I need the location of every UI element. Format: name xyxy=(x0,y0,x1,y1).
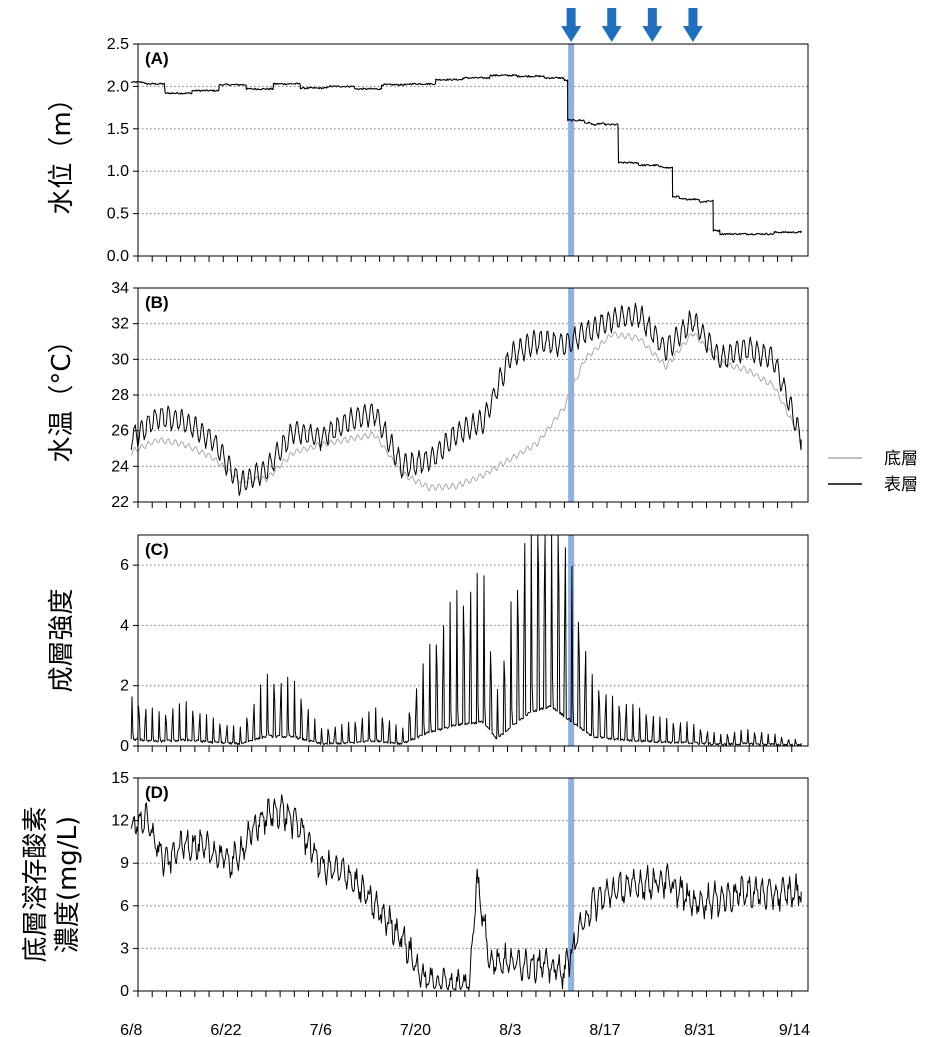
down-arrow-icon xyxy=(682,8,703,42)
x-tick-label: 6/8 xyxy=(120,1022,142,1037)
series-line-C-0 xyxy=(130,534,802,747)
x-tick-label: 7/20 xyxy=(400,1022,431,1037)
plot-frame-C xyxy=(137,534,809,747)
y-tick-label-C: 4 xyxy=(120,617,129,634)
x-tick-label: 8/17 xyxy=(589,1022,620,1037)
down-arrow-icon xyxy=(561,8,582,42)
down-arrow-icon xyxy=(642,8,663,42)
plot-frame-D xyxy=(137,777,809,992)
x-tick-label: 8/31 xyxy=(684,1022,715,1037)
x-tick-label: 9/14 xyxy=(779,1022,810,1037)
panel-label-A: (A) xyxy=(145,49,169,68)
series-line-B-0 xyxy=(130,331,802,492)
panel-label-B: (B) xyxy=(145,293,169,312)
x-tick-label: 8/3 xyxy=(499,1022,521,1037)
y-tick-label-D: 12 xyxy=(111,813,129,830)
y-tick-label-D: 0 xyxy=(120,983,129,1000)
plot-frame-B xyxy=(137,287,809,503)
panel-label-C: (C) xyxy=(145,540,169,559)
y-tick-label-A: 1.5 xyxy=(107,121,129,138)
y-tick-label-B: 28 xyxy=(111,387,129,404)
y-axis-title-A: 水位（m） xyxy=(47,85,77,214)
y-tick-label-B: 26 xyxy=(111,423,129,440)
y-tick-label-D: 6 xyxy=(120,898,129,915)
y-tick-label-C: 2 xyxy=(120,678,129,695)
series-line-D-0 xyxy=(130,794,802,991)
y-tick-label-B: 32 xyxy=(111,316,129,333)
y-axis-title-D: 濃度(mg/L) xyxy=(53,816,83,953)
y-tick-label-D: 15 xyxy=(111,770,129,787)
down-arrow-icon xyxy=(601,8,622,42)
legend-item: 表層 xyxy=(884,475,918,495)
y-tick-label-A: 1.0 xyxy=(107,163,129,180)
legend-item: 底層 xyxy=(884,449,918,469)
x-tick-label: 6/22 xyxy=(210,1022,241,1037)
y-tick-label-B: 24 xyxy=(111,458,129,475)
y-axis-title-C: 成層強度 xyxy=(47,588,77,692)
series-line-B-1 xyxy=(130,302,802,496)
y-tick-label-C: 6 xyxy=(120,557,129,574)
y-tick-label-B: 34 xyxy=(111,280,129,297)
y-tick-label-D: 9 xyxy=(120,855,129,872)
y-tick-label-A: 2.0 xyxy=(107,78,129,95)
y-axis-title-B: 水温（°C） xyxy=(47,327,77,462)
x-tick-label: 7/6 xyxy=(310,1022,332,1037)
y-tick-label-C: 0 xyxy=(120,738,129,755)
y-tick-label-A: 0.5 xyxy=(107,206,129,223)
plot-frame-A xyxy=(137,43,809,257)
event-bar-A xyxy=(568,44,575,256)
y-tick-label-B: 22 xyxy=(111,494,129,511)
event-bar-D xyxy=(568,778,575,991)
y-tick-label-A: 2.5 xyxy=(107,36,129,53)
panel-label-D: (D) xyxy=(145,783,169,802)
series-line-A-0 xyxy=(130,74,802,236)
y-axis-title-D: 底層溶存酸素 xyxy=(21,806,51,962)
y-tick-label-D: 3 xyxy=(120,940,129,957)
y-tick-label-A: 0.0 xyxy=(107,248,129,265)
y-tick-label-B: 30 xyxy=(111,351,129,368)
